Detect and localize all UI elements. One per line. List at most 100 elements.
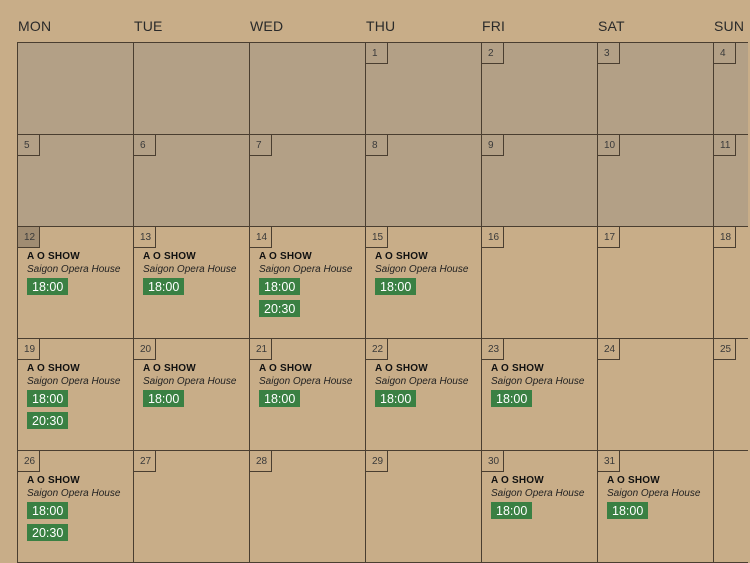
day-cell[interactable]: 20 A O SHOW Saigon Opera House 18:00 <box>133 339 249 450</box>
day-number: 28 <box>250 451 272 472</box>
day-cell[interactable]: 30 A O SHOW Saigon Opera House 18:00 <box>481 451 597 562</box>
day-cell[interactable]: 12 A O SHOW Saigon Opera House 18:00 <box>17 227 133 338</box>
showtime-button[interactable]: 18:00 <box>259 390 301 407</box>
day-cell[interactable]: 15 A O SHOW Saigon Opera House 18:00 <box>365 227 481 338</box>
day-number: 19 <box>18 339 40 360</box>
day-number: 17 <box>598 227 620 248</box>
showtime-button[interactable]: 20:30 <box>27 412 69 429</box>
event-title[interactable]: A O SHOW <box>27 363 80 374</box>
showtime-button[interactable]: 18:00 <box>607 502 649 519</box>
day-number: 2 <box>482 43 504 64</box>
day-number: 7 <box>250 135 272 156</box>
showtime-button[interactable]: 18:00 <box>27 278 69 295</box>
day-number: 4 <box>714 43 736 64</box>
day-cell: 24 <box>597 339 713 450</box>
event-title[interactable]: A O SHOW <box>491 363 544 374</box>
day-cell: 7 <box>249 135 365 226</box>
day-cell[interactable]: 26 A O SHOW Saigon Opera House 18:00 20:30 <box>17 451 133 562</box>
event-venue: Saigon Opera House <box>491 488 585 499</box>
week-row: 19 A O SHOW Saigon Opera House 18:00 20:30 20… <box>17 339 748 451</box>
event[interactable]: A O SHOW Saigon Opera House 18:00 <box>607 475 700 524</box>
showtime-button[interactable]: 18:00 <box>491 390 533 407</box>
event-venue: Saigon Opera House <box>607 488 701 499</box>
day-cell: 29 <box>365 451 481 562</box>
day-number: 30 <box>482 451 504 472</box>
day-number: 15 <box>366 227 388 248</box>
day-number: 1 <box>366 43 388 64</box>
day-number: 3 <box>598 43 620 64</box>
day-cell[interactable]: 31 A O SHOW Saigon Opera House 18:00 <box>597 451 713 562</box>
weekday-mon: MON <box>18 18 52 34</box>
event-venue: Saigon Opera House <box>491 376 585 387</box>
week-row: 12 A O SHOW Saigon Opera House 18:00 13 A O S… <box>17 227 748 339</box>
calendar-grid: 1 2 3 4 5 6 7 8 9 10 11 12 A O SHOW Saigon Opera Hous… <box>17 42 748 563</box>
day-number: 31 <box>598 451 620 472</box>
event[interactable]: A O SHOW Saigon Opera House 18:00 <box>143 363 236 412</box>
day-number: 14 <box>250 227 272 248</box>
day-number: 25 <box>714 339 736 360</box>
event-venue: Saigon Opera House <box>259 376 353 387</box>
event-venue: Saigon Opera House <box>375 376 469 387</box>
day-cell[interactable]: 13 A O SHOW Saigon Opera House 18:00 <box>133 227 249 338</box>
event-title[interactable]: A O SHOW <box>27 475 80 486</box>
event-title[interactable]: A O SHOW <box>259 363 312 374</box>
day-cell: 1 <box>365 43 481 134</box>
event[interactable]: A O SHOW Saigon Opera House 18:00 20:30 <box>259 251 352 322</box>
event[interactable]: A O SHOW Saigon Opera House 18:00 <box>143 251 236 300</box>
event[interactable]: A O SHOW Saigon Opera House 18:00 <box>259 363 352 412</box>
day-cell: 5 <box>17 135 133 226</box>
weekday-sat: SAT <box>598 18 625 34</box>
day-cell: 11 <box>713 135 748 226</box>
showtime-button[interactable]: 18:00 <box>27 502 69 519</box>
day-cell[interactable]: 22 A O SHOW Saigon Opera House 18:00 <box>365 339 481 450</box>
event[interactable]: A O SHOW Saigon Opera House 18:00 <box>27 251 120 300</box>
day-number: 12 <box>18 227 40 248</box>
day-number: 9 <box>482 135 504 156</box>
event-title[interactable]: A O SHOW <box>491 475 544 486</box>
day-cell[interactable]: 21 A O SHOW Saigon Opera House 18:00 <box>249 339 365 450</box>
event-title[interactable]: A O SHOW <box>375 363 428 374</box>
event-venue: Saigon Opera House <box>27 376 121 387</box>
event[interactable]: A O SHOW Saigon Opera House 18:00 20:30 <box>27 363 120 434</box>
event-title[interactable]: A O SHOW <box>143 251 196 262</box>
day-cell[interactable]: 19 A O SHOW Saigon Opera House 18:00 20:30 <box>17 339 133 450</box>
event[interactable]: A O SHOW Saigon Opera House 18:00 <box>491 475 584 524</box>
event[interactable]: A O SHOW Saigon Opera House 18:00 <box>491 363 584 412</box>
event-venue: Saigon Opera House <box>27 264 121 275</box>
event-title[interactable]: A O SHOW <box>375 251 428 262</box>
day-number: 18 <box>714 227 736 248</box>
day-cell <box>713 451 748 562</box>
showtime-button[interactable]: 18:00 <box>143 278 185 295</box>
event[interactable]: A O SHOW Saigon Opera House 18:00 20:30 <box>27 475 120 546</box>
event-title[interactable]: A O SHOW <box>27 251 80 262</box>
day-number: 29 <box>366 451 388 472</box>
day-number: 16 <box>482 227 504 248</box>
showtime-button[interactable]: 18:00 <box>259 278 301 295</box>
showtime-button[interactable]: 18:00 <box>491 502 533 519</box>
event[interactable]: A O SHOW Saigon Opera House 18:00 <box>375 251 468 300</box>
event-title[interactable]: A O SHOW <box>259 251 312 262</box>
showtime-button[interactable]: 18:00 <box>375 390 417 407</box>
showtime-button[interactable]: 20:30 <box>27 524 69 541</box>
showtime-button[interactable]: 20:30 <box>259 300 301 317</box>
day-cell <box>133 43 249 134</box>
day-cell[interactable]: 14 A O SHOW Saigon Opera House 18:00 20:30 <box>249 227 365 338</box>
day-cell: 3 <box>597 43 713 134</box>
day-cell <box>17 43 133 134</box>
day-cell: 25 <box>713 339 748 450</box>
showtime-button[interactable]: 18:00 <box>375 278 417 295</box>
event[interactable]: A O SHOW Saigon Opera House 18:00 <box>375 363 468 412</box>
day-cell: 10 <box>597 135 713 226</box>
day-cell[interactable]: 23 A O SHOW Saigon Opera House 18:00 <box>481 339 597 450</box>
weekday-thu: THU <box>366 18 396 34</box>
week-row: 5 6 7 8 9 10 11 <box>17 135 748 227</box>
showtime-button[interactable]: 18:00 <box>143 390 185 407</box>
event-venue: Saigon Opera House <box>27 488 121 499</box>
day-number: 26 <box>18 451 40 472</box>
showtime-button[interactable]: 18:00 <box>27 390 69 407</box>
event-title[interactable]: A O SHOW <box>607 475 660 486</box>
day-number: 23 <box>482 339 504 360</box>
day-number: 21 <box>250 339 272 360</box>
event-venue: Saigon Opera House <box>375 264 469 275</box>
event-title[interactable]: A O SHOW <box>143 363 196 374</box>
